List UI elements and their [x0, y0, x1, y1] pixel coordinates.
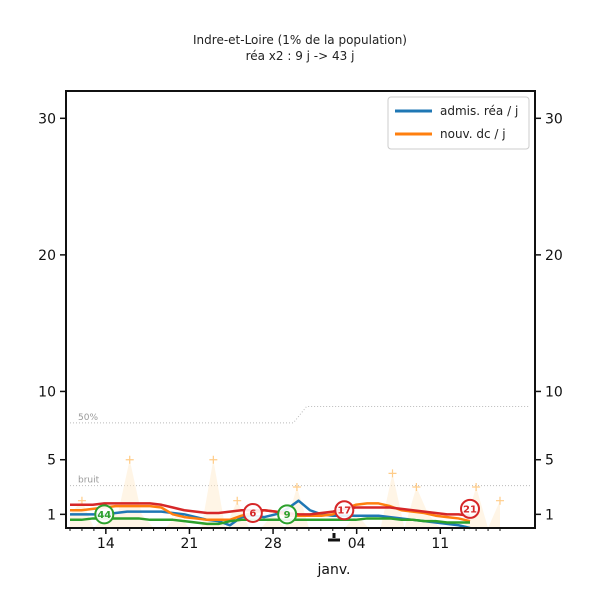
- daily-value-marker-1: [77, 496, 86, 505]
- daily-value-marker-27: [388, 469, 397, 478]
- daily-value-marker-34: [472, 483, 481, 492]
- y-tick-label-right-4: 30: [545, 111, 563, 127]
- annotation-badge-4: [460, 498, 480, 519]
- legend-label-nouv-dc: nouv. dc / j: [440, 127, 506, 141]
- daily-value-marker-19: [292, 483, 301, 492]
- annotation-badge-1: [242, 502, 263, 523]
- reference-line-label-0: 50%: [78, 413, 98, 423]
- today-marker: [328, 533, 340, 542]
- y-tick-label-right-2: 10: [545, 384, 563, 400]
- annotation-badge-label-0: 44: [97, 510, 111, 521]
- y-tick-label-left-4: 30: [38, 111, 56, 127]
- x-tick-label-4: 11: [431, 536, 449, 552]
- series-line-3: [70, 502, 471, 517]
- y-tick-label-left-1: 5: [47, 453, 56, 469]
- chart-title: Indre-et-Loire (1% de la population): [193, 33, 407, 47]
- series-line-2: [70, 517, 470, 526]
- y-tick-label-right-3: 20: [545, 248, 563, 264]
- daily-value-marker-12: [209, 455, 218, 464]
- daily-value-marker-36: [496, 496, 504, 505]
- y-tick-label-right-0: 1: [545, 507, 554, 523]
- annotation-badge-0: [94, 504, 115, 525]
- annotation-badge-label-1: 6: [249, 508, 256, 519]
- chart-subtitle: réa x2 : 9 j -> 43 j: [246, 49, 355, 63]
- legend: admis. réa / j nouv. dc / j: [387, 96, 530, 150]
- reference-line-label-1: bruit: [78, 476, 100, 486]
- x-tick-label-1: 21: [181, 536, 199, 552]
- x-tick-label-3: 04: [348, 536, 366, 552]
- daily-value-marker-29: [412, 483, 421, 492]
- legend-label-admis-rea: admis. réa / j: [440, 104, 518, 118]
- y-tick-label-left-3: 20: [38, 248, 56, 264]
- x-axis-label: janv.: [317, 562, 351, 578]
- annotation-badge-3: [334, 500, 355, 521]
- annotation-badge-label-4: 21: [463, 504, 477, 515]
- annotation-badge-label-3: 17: [337, 506, 351, 517]
- daily-value-marker-5: [125, 455, 134, 464]
- x-tick-label-2: 28: [264, 536, 282, 552]
- y-tick-label-left-2: 10: [38, 384, 56, 400]
- annotation-badge-2: [277, 504, 298, 525]
- daily-value-marker-14: [233, 496, 242, 505]
- reference-line-0: [70, 405, 530, 424]
- y-tick-label-right-1: 5: [545, 453, 554, 469]
- annotation-badge-label-2: 9: [284, 510, 291, 521]
- y-tick-label-left-0: 1: [47, 507, 56, 523]
- x-tick-label-0: 14: [97, 536, 115, 552]
- plot-frame: [65, 90, 536, 529]
